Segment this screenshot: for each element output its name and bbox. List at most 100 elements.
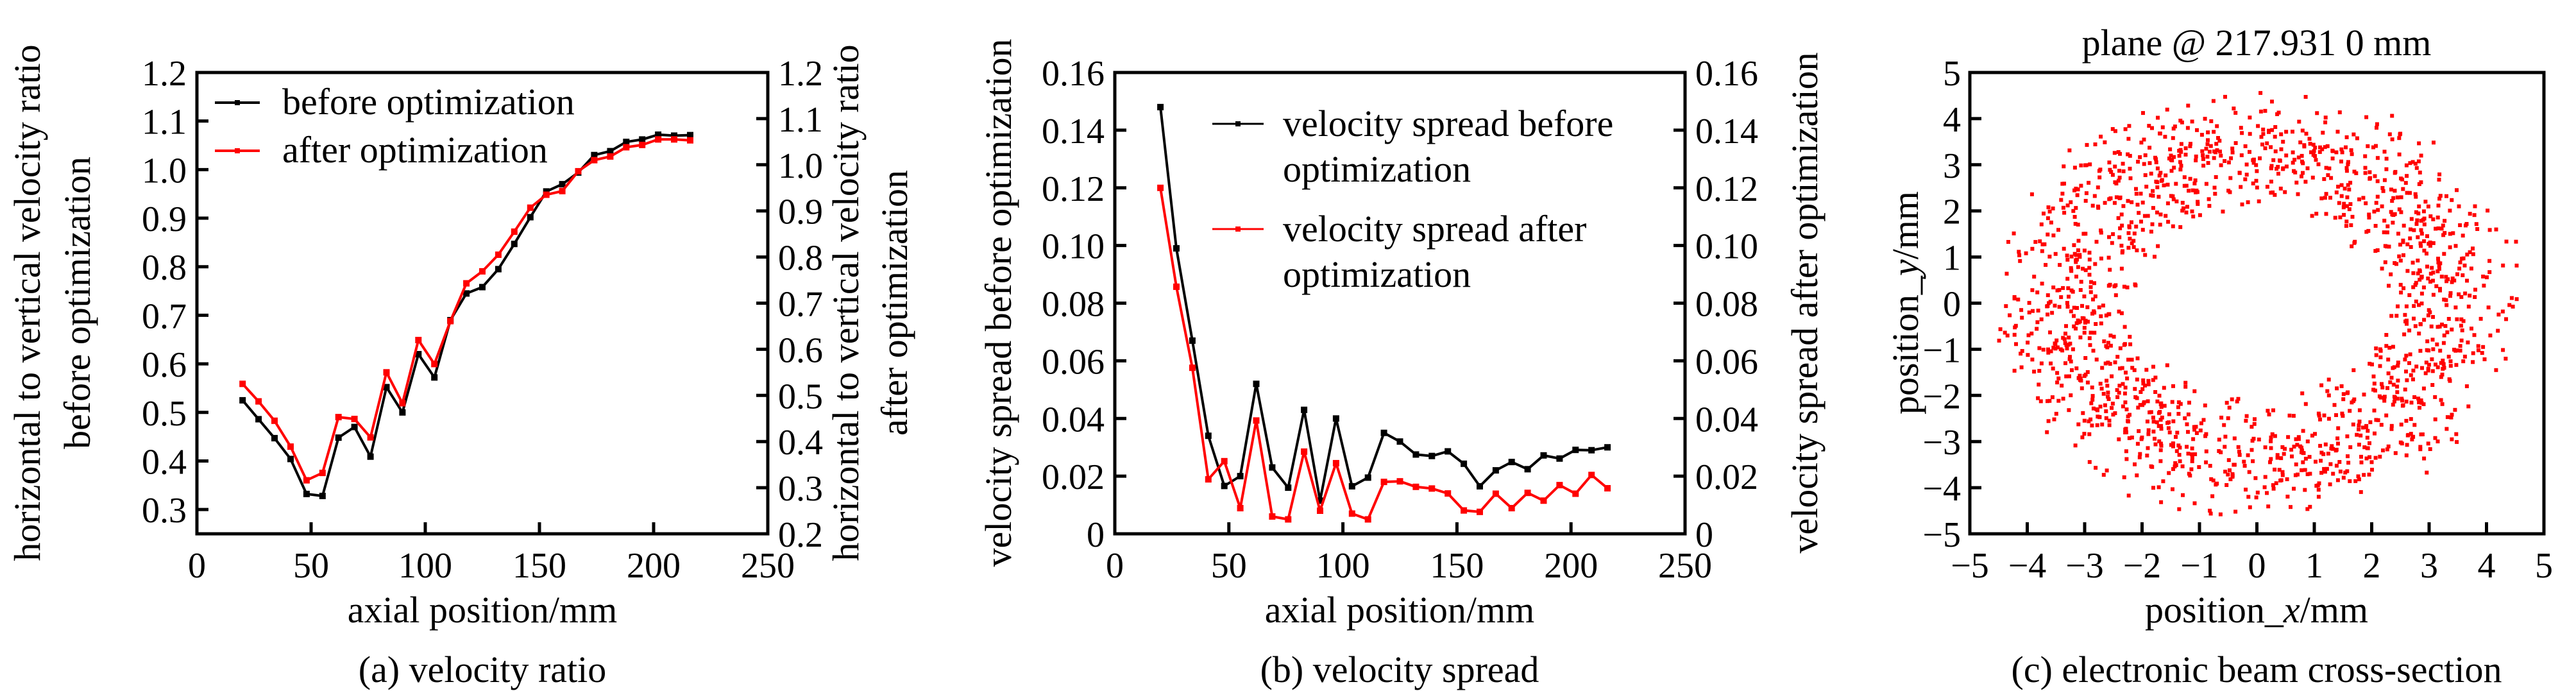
y-tick-label-left: 1.0: [142, 151, 187, 191]
scatter-point: [2355, 136, 2359, 141]
scatter-point: [2314, 484, 2319, 488]
scatter-point: [2514, 297, 2519, 302]
scatter-point: [2461, 234, 2465, 238]
scatter-point: [2121, 204, 2126, 209]
data-point-after: [447, 318, 454, 325]
scatter-point: [2069, 309, 2073, 314]
x-tick-label: 0: [2248, 546, 2266, 586]
scatter-point: [2110, 173, 2115, 177]
scatter-point: [2468, 250, 2472, 255]
scatter-point: [2094, 466, 2098, 470]
scatter-point: [2460, 257, 2464, 261]
scatter-point: [2257, 438, 2261, 441]
scatter-point: [2345, 434, 2350, 439]
scatter-point: [2368, 420, 2373, 425]
scatter-point: [2223, 445, 2227, 449]
scatter-point: [2166, 219, 2171, 224]
scatter-point: [2174, 463, 2178, 467]
scatter-point: [2137, 455, 2142, 459]
scatter-point: [2434, 284, 2439, 289]
scatter-point: [2092, 194, 2097, 198]
legend-label-before-line2: optimization: [1283, 148, 1471, 190]
scatter-point: [2269, 191, 2273, 195]
scatter-point: [2450, 437, 2454, 441]
scatter-point: [2212, 130, 2216, 134]
data-point-after: [1269, 513, 1276, 520]
scatter-point: [2360, 425, 2365, 430]
scatter-point: [2204, 449, 2208, 454]
scatter-point: [2147, 124, 2151, 128]
scatter-point: [2471, 246, 2475, 251]
scatter-point: [2121, 162, 2125, 166]
scatter-point: [2127, 124, 2131, 128]
scatter-point: [2236, 445, 2241, 449]
scatter-point: [2482, 284, 2486, 288]
scatter-point: [2088, 343, 2092, 347]
scatter-point: [2362, 392, 2366, 397]
scatter-point: [2230, 146, 2235, 151]
scatter-point: [2185, 445, 2189, 449]
scatter-point: [2323, 442, 2328, 447]
scatter-point: [2151, 429, 2156, 434]
scatter-point: [2464, 222, 2469, 226]
scatter-point: [2192, 181, 2197, 185]
scatter-point: [2344, 166, 2349, 170]
scatter-point: [2059, 295, 2063, 300]
scatter-point: [2111, 413, 2115, 417]
x-tick-label: 0: [1106, 546, 1124, 586]
scatter-point: [2338, 469, 2343, 473]
scatter-point: [2033, 240, 2038, 244]
scatter-point: [2334, 150, 2339, 155]
scatter-point: [2403, 181, 2408, 185]
scatter-point: [2425, 348, 2429, 352]
scatter-point: [2296, 192, 2300, 196]
scatter-point: [2212, 185, 2217, 190]
scatter-point: [2079, 183, 2083, 188]
scatter-point: [2273, 192, 2277, 197]
scatter-point: [2363, 166, 2368, 170]
scatter-point: [2139, 191, 2143, 196]
scatter-point: [2282, 452, 2286, 456]
scatter-point: [2323, 196, 2327, 200]
scatter-point: [2445, 415, 2450, 420]
scatter-point: [2233, 141, 2238, 145]
scatter-point: [2443, 219, 2447, 223]
scatter-point: [2319, 470, 2324, 475]
scatter-point: [2165, 107, 2169, 112]
y-axis-label-right: velocity spread after optimization: [1784, 52, 1826, 553]
scatter-point: [2046, 312, 2050, 317]
scatter-point: [2244, 414, 2249, 418]
scatter-point: [2453, 407, 2457, 412]
scatter-point: [2170, 400, 2174, 404]
scatter-point: [2130, 241, 2134, 246]
scatter-point: [2204, 182, 2208, 186]
scatter-point: [2370, 363, 2374, 366]
scatter-point: [2158, 402, 2163, 407]
scatter-point: [2187, 400, 2191, 405]
scatter-point: [2185, 205, 2189, 209]
scatter-point: [2128, 237, 2132, 241]
scatter-point: [2339, 147, 2344, 151]
scatter-point: [2433, 395, 2437, 399]
scatter-point: [2135, 377, 2139, 382]
scatter-point: [2217, 438, 2221, 442]
scatter-point: [2101, 473, 2106, 477]
scatter-point: [2012, 231, 2016, 235]
scatter-point: [2414, 166, 2419, 170]
scatter-point: [2487, 228, 2492, 232]
scatter-point: [2486, 305, 2491, 310]
x-tick-label: 100: [398, 546, 452, 586]
data-point-after: [271, 417, 278, 424]
scatter-point: [2296, 437, 2301, 441]
scatter-point: [2253, 476, 2258, 481]
scatter-point: [2504, 317, 2508, 321]
scatter-point: [2281, 139, 2285, 144]
scatter-point: [2359, 460, 2364, 465]
scatter-point: [2359, 490, 2363, 494]
scatter-point: [2374, 346, 2378, 350]
scatter-point: [2175, 431, 2180, 435]
y-tick-label: −1: [1922, 330, 1961, 370]
scatter-point: [2177, 507, 2182, 511]
data-point-after: [559, 187, 566, 194]
scatter-point: [2274, 481, 2278, 486]
